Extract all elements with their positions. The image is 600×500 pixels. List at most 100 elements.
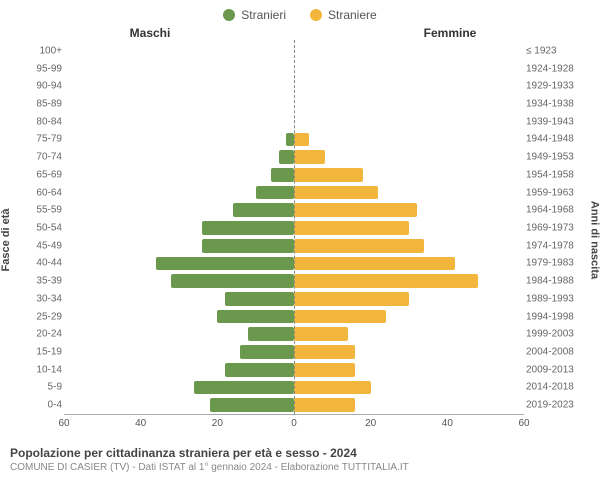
year-label: ≤ 1923: [526, 45, 582, 56]
age-label: 60-64: [18, 187, 62, 198]
footer: Popolazione per cittadinanza straniera p…: [0, 440, 600, 473]
year-label: 1939-1943: [526, 116, 582, 127]
swatch-female-icon: [310, 9, 322, 21]
swatch-male-icon: [223, 9, 235, 21]
chart-container: Stranieri Straniere Maschi Femmine Fasce…: [0, 0, 600, 500]
bar-male: [202, 239, 294, 253]
bar-male: [271, 168, 294, 182]
bar-male: [194, 381, 294, 395]
bar-female: [294, 133, 309, 147]
bar-male: [233, 203, 294, 217]
bar-female: [294, 345, 355, 359]
age-label: 95-99: [18, 63, 62, 74]
bar-male: [217, 310, 294, 324]
bar-female: [294, 150, 325, 164]
column-headers: Maschi Femmine: [0, 26, 600, 40]
header-female: Femmine: [300, 26, 600, 40]
year-label: 1959-1963: [526, 187, 582, 198]
bar-male: [171, 274, 294, 288]
header-male: Maschi: [0, 26, 300, 40]
year-label: 2014-2018: [526, 382, 582, 393]
center-divider-line: [294, 40, 295, 414]
yaxis-left-title: Fasce di età: [0, 209, 12, 272]
bar-male: [225, 292, 294, 306]
age-label: 20-24: [18, 329, 62, 340]
legend-female: Straniere: [310, 8, 377, 22]
age-label: 10-14: [18, 364, 62, 375]
legend-female-label: Straniere: [328, 8, 377, 22]
chart-area: Fasce di età Anni di nascita 60 40 20 0 20 40…: [0, 40, 600, 440]
year-label: 1989-1993: [526, 293, 582, 304]
year-label: 1944-1948: [526, 134, 582, 145]
xtick-label: 0: [291, 418, 297, 429]
footer-title: Popolazione per cittadinanza straniera p…: [10, 446, 590, 460]
year-label: 1984-1988: [526, 276, 582, 287]
age-label: 100+: [18, 45, 62, 56]
age-label: 35-39: [18, 276, 62, 287]
bar-female: [294, 203, 417, 217]
age-label: 65-69: [18, 169, 62, 180]
bar-male: [279, 150, 294, 164]
age-label: 45-49: [18, 240, 62, 251]
age-label: 15-19: [18, 347, 62, 358]
bar-female: [294, 363, 355, 377]
year-label: 1934-1938: [526, 99, 582, 110]
bar-female: [294, 327, 348, 341]
age-label: 85-89: [18, 99, 62, 110]
bar-female: [294, 274, 478, 288]
year-label: 1949-1953: [526, 152, 582, 163]
legend: Stranieri Straniere: [0, 0, 600, 26]
xtick-label: 20: [365, 418, 376, 429]
bar-female: [294, 239, 424, 253]
bar-male: [256, 186, 294, 200]
bar-male: [156, 257, 294, 271]
year-label: 2019-2023: [526, 400, 582, 411]
year-label: 1994-1998: [526, 311, 582, 322]
age-label: 25-29: [18, 311, 62, 322]
legend-male: Stranieri: [223, 8, 286, 22]
xtick-label: 40: [135, 418, 146, 429]
bar-female: [294, 398, 355, 412]
age-label: 55-59: [18, 205, 62, 216]
age-label: 90-94: [18, 81, 62, 92]
year-label: 1979-1983: [526, 258, 582, 269]
bar-female: [294, 186, 378, 200]
bar-female: [294, 168, 363, 182]
age-label: 40-44: [18, 258, 62, 269]
year-label: 1929-1933: [526, 81, 582, 92]
year-label: 1964-1968: [526, 205, 582, 216]
age-label: 5-9: [18, 382, 62, 393]
year-label: 1969-1973: [526, 223, 582, 234]
bar-female: [294, 310, 386, 324]
year-label: 1924-1928: [526, 63, 582, 74]
yaxis-right-title: Anni di nascita: [588, 201, 600, 279]
bar-male: [240, 345, 294, 359]
xtick-label: 20: [212, 418, 223, 429]
bar-male: [225, 363, 294, 377]
age-label: 30-34: [18, 293, 62, 304]
bar-male: [202, 221, 294, 235]
age-label: 80-84: [18, 116, 62, 127]
x-axis: 6040200204060: [64, 414, 524, 440]
bar-male: [248, 327, 294, 341]
bar-male: [210, 398, 294, 412]
year-label: 2004-2008: [526, 347, 582, 358]
year-label: 1974-1978: [526, 240, 582, 251]
bar-female: [294, 221, 409, 235]
age-label: 50-54: [18, 223, 62, 234]
age-label: 70-74: [18, 152, 62, 163]
bar-female: [294, 381, 371, 395]
bar-male: [286, 133, 294, 147]
year-label: 1954-1958: [526, 169, 582, 180]
xtick-label: 60: [58, 418, 69, 429]
bar-female: [294, 257, 455, 271]
year-label: 2009-2013: [526, 364, 582, 375]
bar-female: [294, 292, 409, 306]
age-label: 75-79: [18, 134, 62, 145]
xtick-label: 60: [518, 418, 529, 429]
x-axis-line: [64, 414, 524, 415]
xtick-label: 40: [442, 418, 453, 429]
age-label: 0-4: [18, 400, 62, 411]
legend-male-label: Stranieri: [241, 8, 286, 22]
footer-subtitle: COMUNE DI CASIER (TV) - Dati ISTAT al 1°…: [10, 462, 590, 473]
